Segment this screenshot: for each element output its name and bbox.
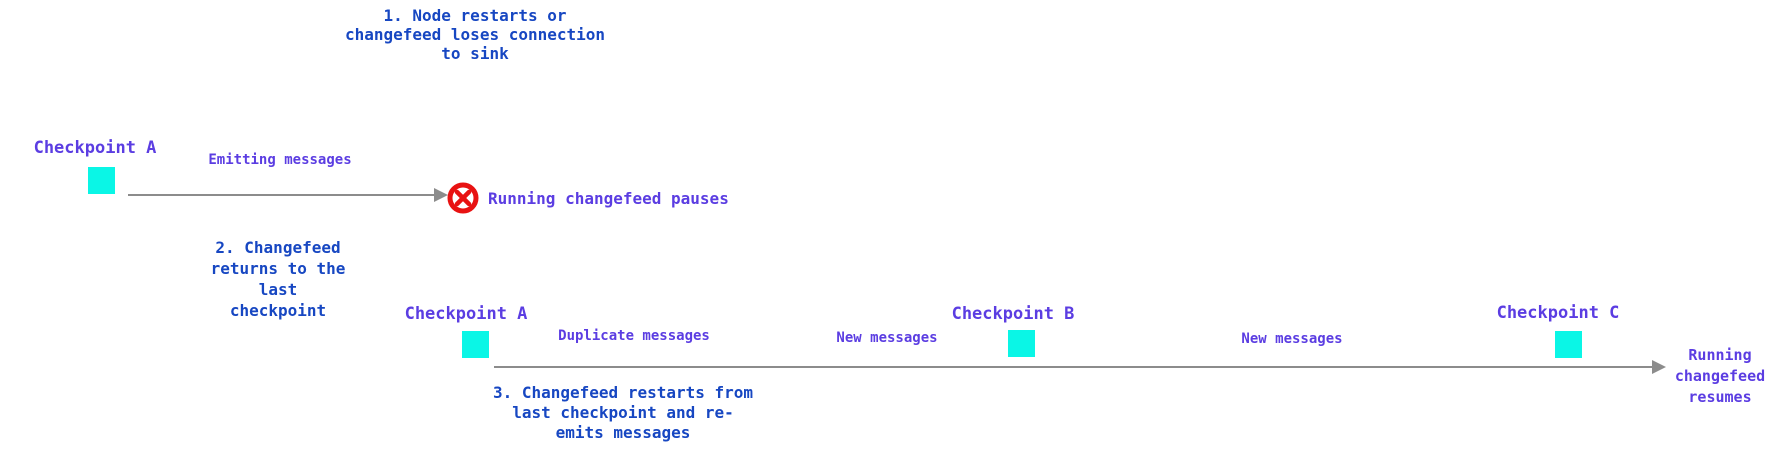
timeline-after-arrowhead xyxy=(1652,360,1666,374)
emitting-messages-label: Emitting messages xyxy=(208,152,352,168)
resume-label-line1: Running xyxy=(1688,346,1752,364)
annotation-step3: 3. Changefeed restarts from last checkpo… xyxy=(493,383,753,443)
checkpoint-b-marker xyxy=(1008,330,1035,357)
annotation-step2-line3: last xyxy=(258,280,298,299)
annotation-step3-line1: 3. Changefeed restarts from xyxy=(492,383,754,402)
annotation-step2-line1: 2. Changefeed xyxy=(215,238,341,257)
annotation-step3-line2: last checkpoint and re- xyxy=(512,403,734,422)
checkpoint-c-label: Checkpoint C xyxy=(1496,303,1620,323)
duplicate-messages-label: Duplicate messages xyxy=(558,328,710,344)
annotation-step2-line2: returns to the xyxy=(210,259,346,278)
checkpoint-a-label-after: Checkpoint A xyxy=(404,304,528,324)
timeline-before-arrow-line xyxy=(128,194,434,196)
checkpoint-a-marker-after xyxy=(462,331,489,358)
running-changefeed-pauses-label: Running changefeed pauses xyxy=(488,189,729,208)
cancel-x-icon xyxy=(447,182,479,214)
resume-label-line2: changefeed xyxy=(1674,367,1766,385)
annotation-step1-line3: to sink xyxy=(441,44,509,63)
annotation-step3-line3: emits messages xyxy=(555,423,691,442)
annotation-step1: 1. Node restarts or changefeed loses con… xyxy=(345,6,605,63)
checkpoint-b-label: Checkpoint B xyxy=(951,304,1075,324)
new-messages-label-2: New messages xyxy=(1241,331,1343,347)
resume-label-line3: resumes xyxy=(1688,388,1752,406)
annotation-step2: 2. Changefeed returns to the last checkp… xyxy=(211,237,346,321)
new-messages-label-1: New messages xyxy=(836,330,938,346)
annotation-step1-line2: changefeed loses connection xyxy=(344,25,606,44)
checkpoint-a-label-before: Checkpoint A xyxy=(33,138,157,158)
checkpoint-a-marker-before xyxy=(88,167,115,194)
timeline-before-arrowhead xyxy=(434,188,448,202)
timeline-after-arrow-line xyxy=(494,366,1652,368)
annotation-step2-line4: checkpoint xyxy=(229,301,327,320)
checkpoint-c-marker xyxy=(1555,331,1582,358)
running-changefeed-resumes-label: Running changefeed resumes xyxy=(1675,345,1765,408)
annotation-step1-line1: 1. Node restarts or xyxy=(383,6,567,25)
